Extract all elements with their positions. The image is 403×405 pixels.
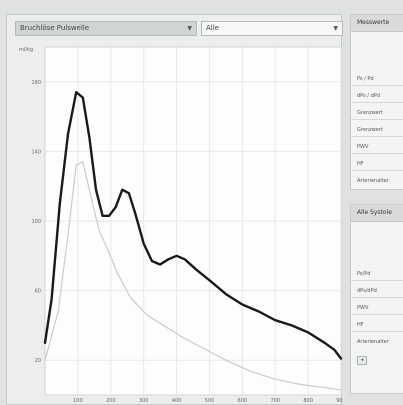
x-tick-label: 400 (172, 398, 182, 403)
filter-select-value: Alle (206, 24, 219, 32)
divider (351, 297, 403, 298)
x-tick-label: 100 (73, 398, 83, 403)
x-tick-label: 200 (106, 398, 116, 403)
y-tick-label: 60 (35, 289, 41, 295)
systole-label-pwv: PWV (357, 305, 369, 311)
scroll-left-button[interactable]: ◂ (357, 356, 367, 365)
divider (351, 119, 403, 120)
divider (351, 331, 403, 332)
all-systole-box: Alle Systole Ps/Pd dPs/dPd PWV HF Arteri… (350, 204, 403, 394)
x-tick-label: 800 (303, 398, 313, 403)
reference-waveform-line (44, 161, 342, 391)
y-tick-label: 140 (31, 149, 41, 155)
y-tick-label: 20 (35, 358, 41, 364)
measurement-label-arterial-age: Arterienalter (357, 178, 389, 184)
y-tick-label: 100 (31, 219, 41, 225)
x-tick-label: 900 (336, 398, 343, 403)
measurement-label-hf: HF (357, 161, 364, 167)
measurement-label-pwv: PWV (357, 144, 369, 150)
systole-label-hf: HF (357, 322, 364, 328)
x-tick-label: 300 (139, 398, 149, 403)
main-waveform-line (43, 91, 343, 360)
divider (351, 85, 403, 86)
y-tick-label: 180 (31, 80, 41, 86)
signal-select-value: Bruchlöse Pulswelle (20, 24, 90, 32)
divider (351, 136, 403, 137)
measurements-box-title: Messwerte (351, 15, 403, 32)
divider (351, 153, 403, 154)
measurement-label-dps-dpd: dPs / dPd (357, 93, 380, 99)
measurements-box: Messwerte Ps / Pd dPs / dPd Grenzwert Gr… (350, 14, 403, 190)
waveform-chart: 180 140 100 60 20 100 200 300 400 500 600 700 800 900… (19, 46, 343, 403)
filter-select[interactable]: Alle ▼ (201, 21, 343, 36)
divider (351, 102, 403, 103)
systole-label-dps-dpd: dPs/dPd (357, 288, 377, 294)
all-systole-box-title: Alle Systole (351, 205, 403, 222)
chart-panel: Bruchlöse Pulswelle ▼ Alle ▼ 180 140 100 60… (6, 14, 343, 405)
systole-label-ps-pd: Ps/Pd (357, 271, 371, 277)
divider (351, 170, 403, 171)
x-tick-label: 500 (205, 398, 215, 403)
x-tick-label: 700 (270, 398, 280, 403)
scroll-left-icon: ◂ (360, 357, 364, 363)
measurement-label-limit-2: Grenzwert (357, 127, 383, 133)
signal-select[interactable]: Bruchlöse Pulswelle ▼ (15, 21, 197, 36)
divider (351, 280, 403, 281)
x-tick-label: 600 (238, 398, 248, 403)
chevron-down-icon[interactable]: ▼ (187, 25, 192, 32)
y-unit-label: ml/kg (19, 47, 33, 53)
chevron-down-icon[interactable]: ▼ (333, 25, 338, 32)
measurement-label-limit-1: Grenzwert (357, 110, 383, 116)
measurement-label-ps-pd: Ps / Pd (357, 76, 374, 82)
systole-label-arterial-age: Arterienalter (357, 339, 389, 345)
divider (351, 314, 403, 315)
